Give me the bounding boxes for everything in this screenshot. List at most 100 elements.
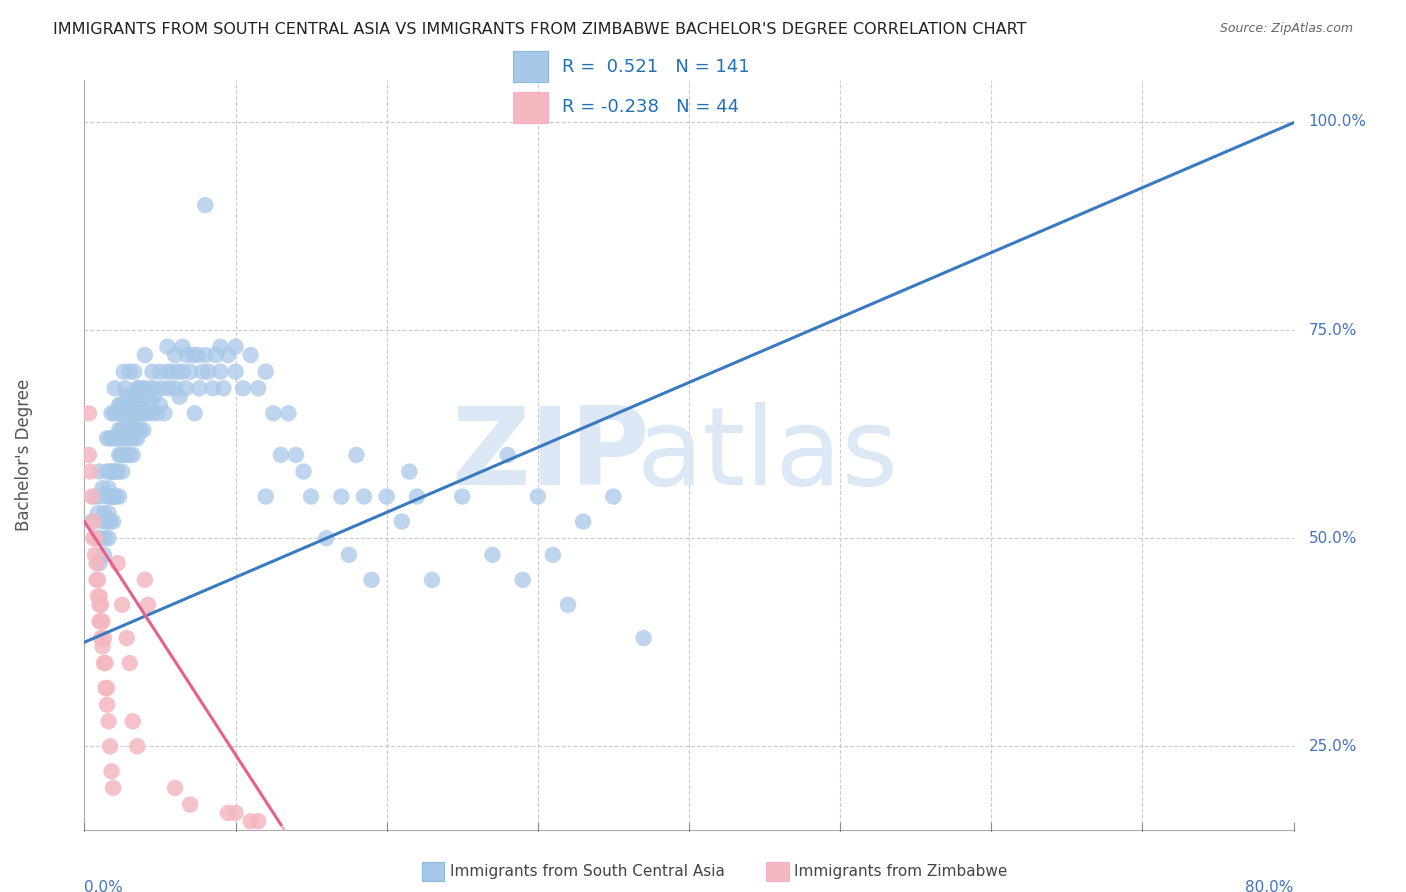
Text: 0.0%: 0.0% [84,880,124,892]
Point [136,598,159,612]
Point [134,406,156,420]
Point [205,348,228,362]
Point [89,531,111,545]
Text: 80.0%: 80.0% [1246,880,1294,892]
Point [127,431,149,445]
Point [353,490,375,504]
Point [375,490,398,504]
Point [115,631,138,645]
Point [194,198,217,212]
Point [262,406,284,420]
Point [201,381,224,395]
Point [217,348,239,362]
Point [391,515,413,529]
Point [100,764,122,779]
Point [84,531,107,545]
Point [93,656,115,670]
Point [107,556,129,570]
Point [187,348,209,362]
Point [105,465,128,479]
Point [104,431,127,445]
Point [114,406,136,420]
Point [398,465,420,479]
Point [96,698,118,712]
Point [212,381,235,395]
Point [111,465,134,479]
Point [315,531,337,545]
Point [299,490,322,504]
Point [169,390,191,404]
Point [117,431,139,445]
Point [136,390,159,404]
Point [197,365,219,379]
Point [602,490,624,504]
Point [89,615,111,629]
Point [127,381,149,395]
Point [122,365,145,379]
Point [153,406,176,420]
Point [96,681,118,695]
Point [86,531,108,545]
Point [80,515,103,529]
Point [176,348,198,362]
Text: atlas: atlas [637,402,898,508]
Point [121,714,143,729]
Point [105,431,128,445]
Point [406,490,429,504]
Point [135,406,157,420]
Text: 75.0%: 75.0% [1309,323,1357,337]
Point [89,465,111,479]
Point [141,365,163,379]
Point [112,423,135,437]
Point [254,365,277,379]
Point [100,406,122,420]
Point [152,381,174,395]
Point [87,506,110,520]
Point [104,381,127,395]
Point [91,481,114,495]
Point [633,631,655,645]
Point [91,615,114,629]
Point [90,631,112,645]
Point [107,431,129,445]
Point [188,381,211,395]
Point [97,506,120,520]
Point [145,381,167,395]
Point [285,448,308,462]
Point [112,365,135,379]
Point [179,797,201,812]
Point [191,365,214,379]
Point [97,714,120,729]
Point [225,365,247,379]
Text: Source: ZipAtlas.com: Source: ZipAtlas.com [1219,22,1353,36]
Point [496,448,519,462]
Point [183,406,205,420]
Point [89,490,111,504]
Point [104,406,127,420]
Point [141,406,163,420]
Point [225,805,247,820]
Point [121,448,143,462]
Point [232,381,254,395]
Point [270,448,292,462]
Point [90,615,112,629]
Point [98,490,121,504]
Point [114,381,136,395]
Point [156,340,179,354]
Point [142,390,165,404]
Point [86,573,108,587]
Point [541,548,564,562]
Point [107,406,129,420]
Point [118,365,141,379]
Point [91,515,114,529]
Point [108,398,131,412]
Point [96,515,118,529]
Point [98,465,121,479]
Point [87,573,110,587]
Point [101,515,124,529]
Point [108,423,131,437]
Point [84,548,107,562]
Point [165,348,187,362]
Point [96,465,118,479]
Point [91,640,114,654]
